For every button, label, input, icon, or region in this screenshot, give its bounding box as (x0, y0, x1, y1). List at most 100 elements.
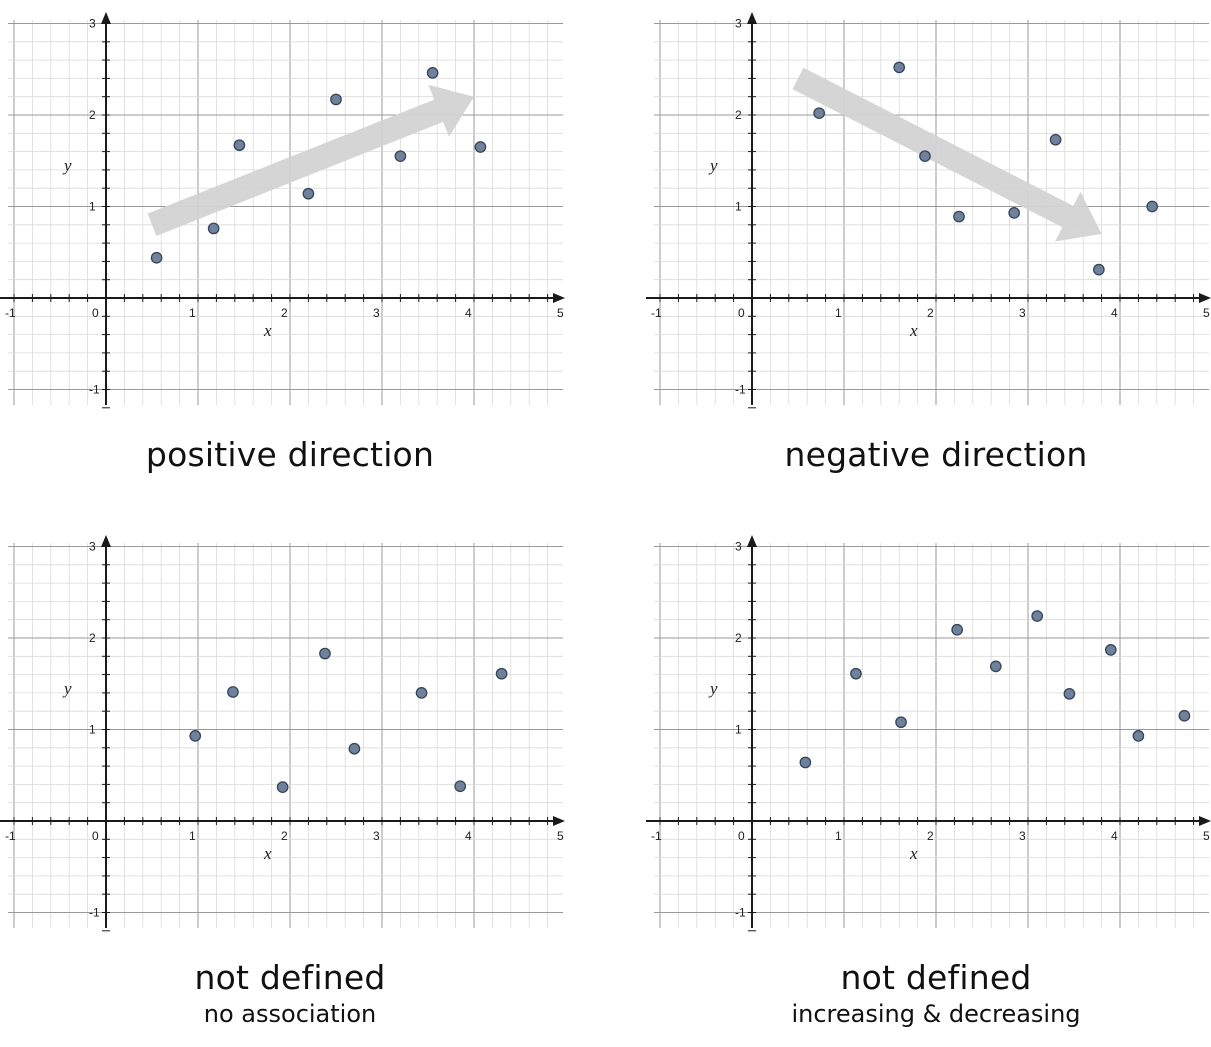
y-tick-label: 1 (735, 723, 742, 737)
chart-caption: not defined (840, 958, 1032, 997)
x-tick-label: 2 (927, 829, 934, 843)
data-point (850, 667, 862, 680)
scatter-plot-negative: -1 0 1 2 3 4 5 -1 1 2 3 x y (646, 12, 1211, 409)
data-point (989, 660, 1002, 673)
y-axis-arrowhead (101, 12, 111, 24)
data-point (348, 742, 361, 755)
chart-caption: negative direction (784, 435, 1088, 474)
y-axis-arrowhead (747, 535, 757, 547)
x-tick-label: -1 (651, 306, 662, 320)
y-tick-label: 3 (735, 17, 742, 31)
data-point (919, 150, 931, 163)
x-tick-label: 0 (92, 306, 99, 320)
x-axis-arrowhead (1199, 293, 1211, 303)
data-points (189, 647, 508, 793)
y-axis-arrowhead (747, 12, 757, 24)
axes (646, 12, 1211, 409)
x-tick-label: -1 (5, 829, 16, 843)
y-tick-label: 1 (735, 200, 742, 214)
y-tick-label: 2 (89, 108, 96, 122)
y-tick-label: -1 (735, 906, 746, 920)
x-tick-label: 1 (189, 829, 196, 843)
data-point (319, 647, 331, 660)
x-tick-label: 4 (1111, 306, 1118, 320)
y-tick-label: 1 (89, 200, 96, 214)
data-point (1132, 730, 1145, 742)
data-point (189, 730, 202, 742)
y-tick-label: 3 (735, 540, 742, 554)
y-tick-label: -1 (89, 383, 100, 397)
data-point (207, 222, 220, 235)
scatter-plot-no-association: -1 0 1 2 3 4 5 -1 1 2 3 x y (0, 535, 565, 932)
x-axis-arrowhead (1199, 816, 1211, 826)
chart-subcaption: increasing & decreasing (791, 1000, 1081, 1028)
data-point (1178, 709, 1191, 722)
data-point (150, 251, 163, 264)
data-point (474, 141, 487, 153)
data-point (1049, 133, 1062, 146)
axes (0, 535, 565, 932)
data-point (302, 187, 315, 200)
x-axis-label: x (909, 844, 918, 863)
x-tick-label: 1 (189, 306, 196, 320)
y-tick-label: -1 (735, 383, 746, 397)
chart-panel-no-association: -1 0 1 2 3 4 5 -1 1 2 3 x y not defined no associati… (0, 523, 580, 1043)
y-axis-label: y (62, 679, 72, 698)
chart-subcaption: no association (203, 1000, 377, 1028)
x-axis-arrowhead (553, 816, 565, 826)
axes (0, 12, 565, 409)
data-point (454, 780, 467, 793)
chart-panel-positive: -1 0 1 2 3 4 5 -1 1 2 3 x y positive direction (0, 0, 580, 520)
data-point (394, 150, 407, 163)
data-point (953, 210, 965, 223)
x-tick-label: 5 (557, 829, 564, 843)
x-tick-label: 1 (835, 306, 842, 320)
y-tick-label: -1 (89, 906, 100, 920)
x-axis-label: x (263, 321, 272, 340)
y-axis-label: y (708, 156, 718, 175)
chart-caption: positive direction (145, 435, 435, 474)
y-tick-label: 2 (89, 631, 96, 645)
data-point (1063, 687, 1076, 700)
y-tick-label: 3 (89, 17, 96, 31)
chart-panel-negative: -1 0 1 2 3 4 5 -1 1 2 3 x y negative direction (646, 0, 1211, 520)
y-axis-arrowhead (101, 535, 111, 547)
trend-arrow (147, 84, 474, 236)
data-point (951, 623, 964, 636)
x-tick-label: 0 (738, 306, 745, 320)
x-tick-label: -1 (5, 306, 16, 320)
y-tick-label: 2 (735, 631, 742, 645)
data-point (233, 139, 246, 152)
data-points (813, 61, 1159, 276)
data-point (813, 107, 826, 120)
data-point (227, 686, 239, 698)
y-axis-label: y (62, 156, 72, 175)
data-point (895, 716, 907, 729)
x-tick-label: 5 (557, 306, 564, 320)
data-point (495, 667, 508, 680)
y-axis-label: y (708, 679, 718, 698)
x-tick-label: -1 (651, 829, 662, 843)
x-tick-label: 3 (373, 306, 380, 320)
x-axis-arrowhead (553, 293, 565, 303)
scatter-plot-increasing-decreasing: -1 0 1 2 3 4 5 -1 1 2 3 x y (646, 535, 1211, 932)
data-points (150, 67, 487, 264)
x-tick-label: 3 (1019, 306, 1026, 320)
data-point (1008, 207, 1021, 219)
trend-arrow (792, 67, 1102, 242)
x-tick-label: 5 (1203, 829, 1210, 843)
y-tick-label: 2 (735, 108, 742, 122)
x-tick-label: 4 (465, 306, 472, 320)
x-tick-label: 3 (373, 829, 380, 843)
data-point (1092, 263, 1105, 276)
x-tick-label: 2 (281, 829, 288, 843)
x-axis-label: x (909, 321, 918, 340)
x-axis-label: x (263, 844, 272, 863)
data-point (330, 93, 342, 106)
x-tick-label: 1 (835, 829, 842, 843)
data-point (276, 781, 289, 793)
x-tick-label: 0 (92, 829, 99, 843)
chart-caption: not defined (194, 958, 386, 997)
x-tick-label: 4 (1111, 829, 1118, 843)
axes (646, 535, 1211, 932)
